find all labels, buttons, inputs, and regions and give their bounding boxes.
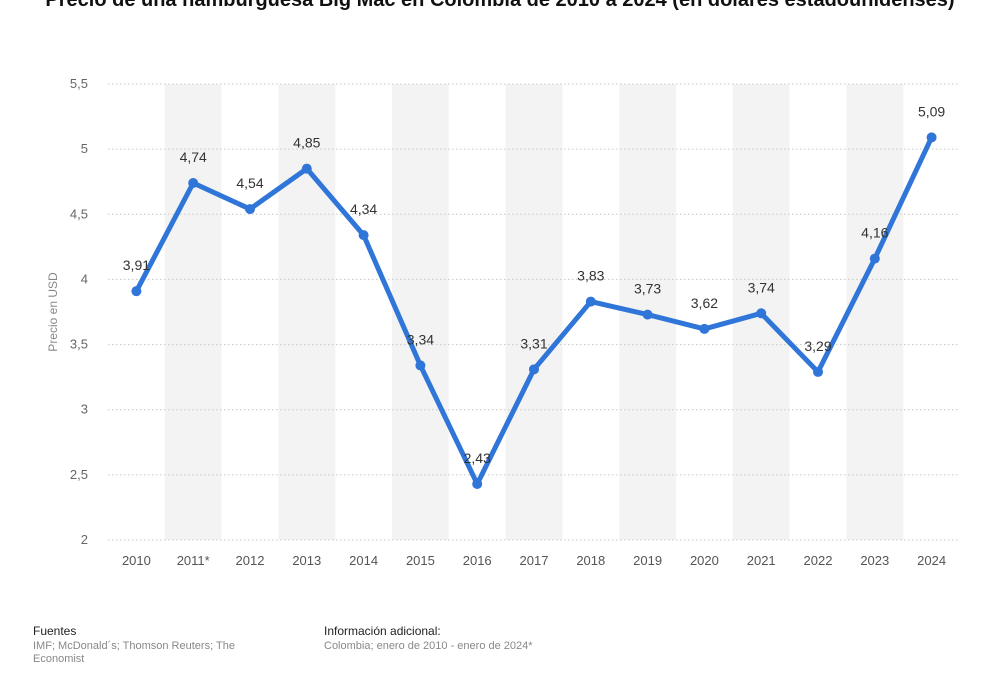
y-axis-label: Precio en USD <box>46 272 60 352</box>
data-point <box>869 253 880 264</box>
x-tick-label: 2021 <box>747 553 776 568</box>
data-label: 2,43 <box>464 450 491 466</box>
data-point <box>813 366 823 377</box>
data-point <box>926 132 937 143</box>
chart-title: Precio de una hamburguesa Big Mac en Col… <box>45 0 955 11</box>
x-tick-label: 2011* <box>177 553 210 568</box>
x-tick-label: 2023 <box>860 553 889 568</box>
sources-block: Fuentes IMF; McDonald´s; Thomson Reuters… <box>33 625 273 666</box>
data-point <box>188 178 199 189</box>
data-point <box>301 163 312 174</box>
x-tick-label: 2016 <box>463 553 492 568</box>
x-axis-ticks: 2010 2011* 2012 2013 2014 2015 2016 2017 2018 201… <box>122 553 946 568</box>
data-label: 3,31 <box>520 335 547 351</box>
data-point <box>245 204 255 215</box>
data-label: 4,16 <box>861 225 888 241</box>
x-tick-label: 2018 <box>576 553 605 568</box>
sources-heading: Fuentes <box>33 624 77 638</box>
y-axis-ticks: 2 2,5 3 3,5 4 4,5 5 5,5 <box>70 76 88 547</box>
y-tick-label: 4 <box>81 271 88 286</box>
data-label: 3,74 <box>748 279 775 295</box>
column-bands <box>164 84 904 540</box>
x-tick-label: 2017 <box>520 553 549 568</box>
data-label: 3,91 <box>123 257 150 273</box>
info-block: Información adicional: Colombia; enero d… <box>324 625 644 653</box>
data-point <box>699 323 710 334</box>
data-point <box>358 230 369 241</box>
info-text: Colombia; enero de 2010 - enero de 2024* <box>324 640 533 652</box>
data-point <box>131 286 142 297</box>
y-tick-label: 3 <box>81 402 88 417</box>
column-band <box>505 84 563 540</box>
data-label: 4,54 <box>236 175 263 191</box>
data-label: 4,74 <box>180 149 207 165</box>
data-label: 4,34 <box>350 201 377 217</box>
y-tick-label: 5,5 <box>70 76 88 91</box>
info-heading: Información adicional: <box>324 624 441 638</box>
column-band <box>392 84 449 540</box>
data-label: 3,83 <box>577 268 604 284</box>
x-tick-label: 2010 <box>122 553 151 568</box>
x-tick-label: 2012 <box>236 553 265 568</box>
sources-text: IMF; McDonald´s; Thomson Reuters; The Ec… <box>33 640 235 665</box>
x-tick-label: 2022 <box>804 553 833 568</box>
data-label: 5,09 <box>918 103 945 119</box>
data-label: 3,62 <box>691 295 718 311</box>
y-tick-label: 2 <box>81 532 88 547</box>
y-tick-label: 2,5 <box>70 467 88 482</box>
data-point <box>585 296 596 307</box>
x-tick-label: 2020 <box>690 553 719 568</box>
column-band <box>278 84 336 540</box>
x-tick-label: 2014 <box>349 553 378 568</box>
y-tick-label: 4,5 <box>70 206 88 221</box>
data-label: 3,29 <box>804 338 831 354</box>
x-tick-label: 2015 <box>406 553 435 568</box>
y-tick-label: 5 <box>81 141 88 156</box>
x-tick-label: 2013 <box>292 553 321 568</box>
data-label: 3,34 <box>407 331 434 347</box>
column-band <box>846 84 904 540</box>
x-tick-label: 2024 <box>917 553 946 568</box>
x-tick-label: 2019 <box>633 553 662 568</box>
data-point <box>472 478 483 489</box>
data-point <box>756 308 767 319</box>
line-chart: 2 2,5 3 3,5 4 4,5 5 5,5 Precio en USD 2010 2011*… <box>46 76 960 568</box>
y-tick-label: 3,5 <box>70 337 88 352</box>
column-band <box>164 84 222 540</box>
data-points <box>131 132 937 489</box>
data-label: 4,85 <box>293 135 320 151</box>
data-point <box>642 309 653 320</box>
data-point <box>415 360 426 371</box>
data-point <box>529 364 539 375</box>
data-labels: 3,91 4,74 4,54 4,85 4,34 3,34 2,43 3,31 3,83 3,73… <box>123 103 946 466</box>
data-label: 3,73 <box>634 281 661 297</box>
